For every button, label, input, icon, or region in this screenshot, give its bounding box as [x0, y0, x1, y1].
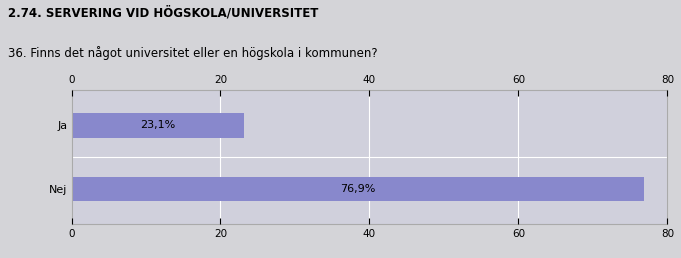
Text: 23,1%: 23,1% [140, 120, 175, 131]
Text: 76,9%: 76,9% [340, 184, 376, 194]
Text: 36. Finns det något universitet eller en högskola i kommunen?: 36. Finns det något universitet eller en… [8, 46, 378, 60]
Bar [72, 177, 644, 201]
Bar [72, 113, 244, 138]
Text: 2.74. SERVERING VID HÖGSKOLA/UNIVERSITET: 2.74. SERVERING VID HÖGSKOLA/UNIVERSITET [8, 6, 319, 20]
